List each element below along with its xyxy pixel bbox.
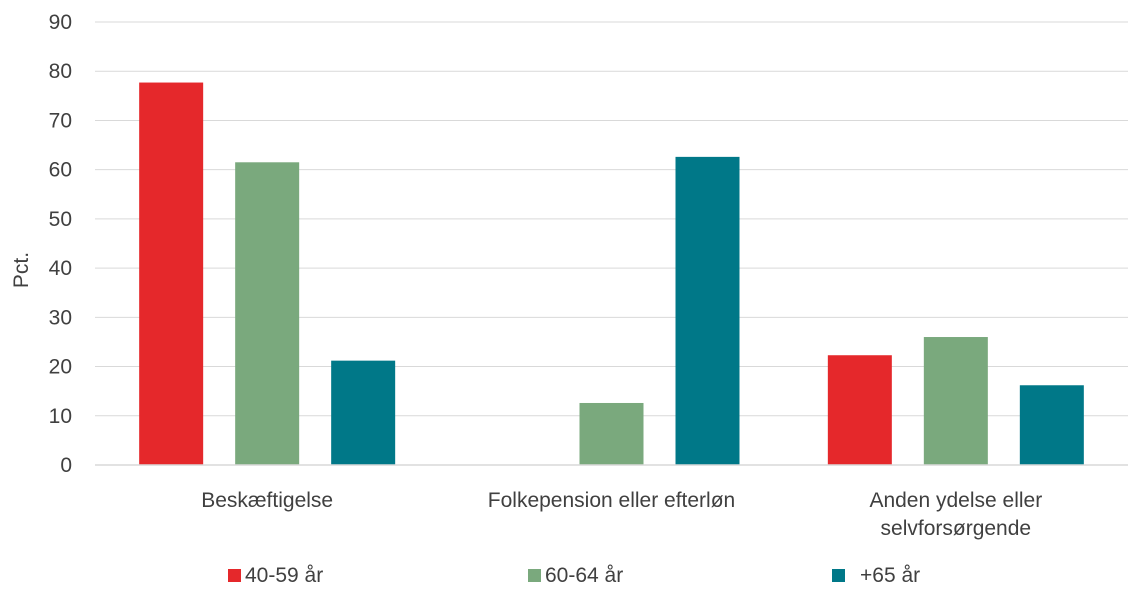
category-label: Beskæftigelse [201, 489, 333, 512]
y-tick-label: 90 [49, 11, 72, 34]
category-labels: Beskæftigelse Folkepension eller efterløn… [201, 489, 1042, 540]
category-label: Anden ydelse eller [869, 489, 1042, 512]
y-tick-label: 0 [60, 454, 72, 477]
legend-swatch [228, 569, 241, 582]
y-tick-label: 10 [49, 405, 72, 428]
legend-label: 60-64 år [545, 564, 623, 587]
bar-60-64-r-cat1 [579, 402, 644, 465]
bar-40-59-r-cat2 [827, 355, 892, 465]
y-tick-label: 80 [49, 60, 72, 83]
bars [139, 82, 1084, 466]
legend: 40-59 år 60-64 år +65 år [228, 564, 920, 587]
legend-swatch [528, 569, 541, 582]
bar-40-59-r-cat0 [139, 82, 204, 465]
legend-label: +65 år [860, 564, 920, 587]
y-tick-label: 20 [49, 356, 72, 379]
category-label: selvforsørgende [881, 517, 1032, 540]
bar-65-r-cat0 [331, 360, 396, 465]
y-tick-label: 60 [49, 159, 72, 182]
category-label: Folkepension eller efterløn [488, 489, 735, 512]
bar-60-64-r-cat0 [235, 162, 300, 466]
bar-65-r-cat2 [1019, 385, 1084, 465]
y-axis-label: Pct. [10, 252, 33, 288]
legend-swatch [832, 569, 845, 582]
y-axis-ticks: 0 10 20 30 40 50 60 70 80 90 [49, 11, 72, 477]
bar-60-64-r-cat2 [923, 337, 988, 465]
y-tick-label: 40 [49, 257, 72, 280]
legend-label: 40-59 år [245, 564, 323, 587]
y-tick-label: 70 [49, 109, 72, 132]
y-tick-label: 30 [49, 306, 72, 329]
y-tick-label: 50 [49, 208, 72, 231]
bar-65-r-cat1 [675, 156, 740, 465]
